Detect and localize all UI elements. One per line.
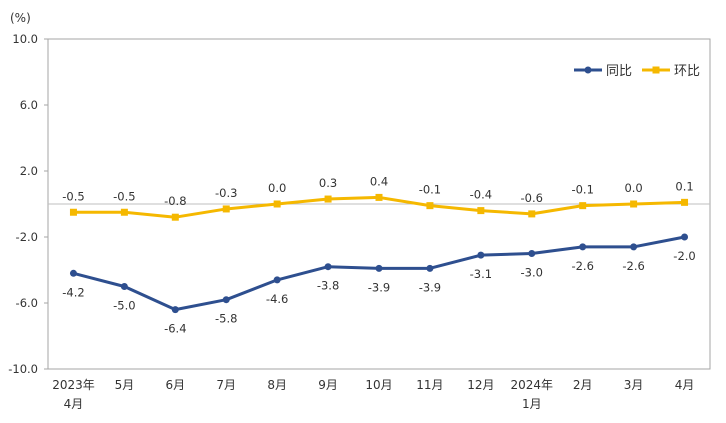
- series-yoy: -4.2 -5.0 -6.4 -5.8 -4.6 -3.8 -3.9 -3.9 -3.1 -3.0…: [62, 233, 696, 336]
- data-point: [324, 263, 332, 271]
- data-label: -3.8: [317, 279, 339, 293]
- data-label: 0.3: [319, 176, 337, 190]
- data-point: [120, 283, 128, 290]
- x-tick-label: 2月: [573, 378, 593, 392]
- y-tick-label: 6.0: [20, 98, 38, 112]
- data-label: -3.0: [521, 266, 543, 280]
- data-point: [375, 193, 383, 201]
- data-label: 0.4: [370, 174, 388, 188]
- legend-label: 同比: [606, 64, 632, 79]
- data-label: -3.9: [368, 280, 390, 294]
- x-tick-label: 5月: [115, 378, 135, 392]
- data-label: 0.1: [675, 179, 693, 193]
- x-tick-label-line2: 4月: [64, 397, 84, 411]
- data-label: 0.0: [268, 181, 286, 195]
- legend-swatch-marker: [584, 66, 592, 74]
- data-point: [426, 202, 434, 210]
- data-label: -5.0: [113, 299, 135, 313]
- data-label: -0.4: [470, 188, 492, 202]
- legend: 同比 环比: [574, 64, 700, 79]
- data-point: [681, 233, 689, 241]
- x-tick-label: 2023年: [52, 378, 95, 392]
- data-point: [324, 195, 332, 203]
- series-mom: -0.5 -0.5 -0.8 -0.3 0.0 0.3 0.4 -0.1 -0.4 -0.6 -0.…: [62, 174, 694, 221]
- data-label: -2.6: [622, 259, 644, 273]
- y-tick-label: 2.0: [20, 164, 38, 178]
- unit-label: (%): [10, 11, 31, 25]
- data-point: [477, 207, 485, 215]
- legend-entry-yoy: 同比: [574, 64, 632, 79]
- data-point: [222, 296, 230, 304]
- data-label: -0.1: [419, 183, 441, 197]
- x-tick-label-line2: 1月: [522, 397, 542, 411]
- data-label: -0.5: [113, 189, 135, 203]
- x-tick-label: 9月: [318, 378, 338, 392]
- x-tick-label: 3月: [624, 378, 644, 392]
- data-label: -2.6: [571, 259, 593, 273]
- data-point: [630, 200, 638, 208]
- x-tick-label: 4月: [675, 378, 695, 392]
- data-label: -6.4: [164, 322, 186, 336]
- x-axis: 2023年 4月 5月 6月 7月 8月 9月 10月 11月 12月 2024年 1月 2月 3月 4月: [52, 378, 694, 411]
- data-label: -4.6: [266, 292, 288, 306]
- x-tick-label: 7月: [216, 378, 236, 392]
- data-point: [171, 213, 179, 221]
- data-label: -0.6: [521, 191, 543, 205]
- x-tick-label: 6月: [165, 378, 185, 392]
- data-label: -0.8: [164, 194, 186, 208]
- data-point: [528, 250, 536, 257]
- data-label: -2.0: [673, 249, 695, 263]
- x-tick-label: 11月: [416, 378, 443, 392]
- series-line: [73, 235, 685, 312]
- legend-label: 环比: [674, 64, 700, 79]
- y-tick-label: 10.0: [12, 32, 38, 46]
- data-label: -0.3: [215, 186, 237, 200]
- data-point: [69, 269, 77, 277]
- data-point: [477, 251, 485, 259]
- data-label: -3.1: [470, 267, 492, 281]
- data-label: -3.9: [419, 280, 441, 294]
- series-layer: -4.2 -5.0 -6.4 -5.8 -4.6 -3.8 -3.9 -3.9 -3.1 -3.0…: [62, 174, 696, 335]
- data-point: [171, 306, 179, 314]
- x-tick-label: 12月: [467, 378, 494, 392]
- data-label: -0.5: [62, 189, 84, 203]
- legend-swatch-marker: [652, 66, 660, 74]
- data-point: [69, 208, 77, 216]
- data-point: [273, 200, 281, 208]
- data-point: [579, 243, 587, 251]
- y-tick-label: -2.0: [16, 230, 38, 244]
- data-point: [273, 276, 281, 284]
- legend-entry-mom: 环比: [642, 64, 700, 79]
- data-label: 0.0: [624, 181, 642, 195]
- data-point: [681, 198, 689, 206]
- data-point: [630, 243, 638, 251]
- y-tick-label: -6.0: [16, 296, 38, 310]
- data-point: [528, 210, 536, 218]
- data-point: [426, 264, 434, 272]
- data-label: -5.8: [215, 312, 237, 326]
- data-point: [120, 208, 128, 216]
- data-point: [579, 202, 587, 210]
- data-point: [222, 205, 230, 213]
- y-tick-label: -10.0: [8, 362, 38, 376]
- x-tick-label: 8月: [267, 378, 287, 392]
- x-tick-label: 10月: [365, 378, 392, 392]
- data-label: -4.2: [62, 285, 84, 299]
- data-point: [375, 264, 383, 272]
- data-label: -0.1: [571, 183, 593, 197]
- x-tick-label: 2024年: [510, 378, 553, 392]
